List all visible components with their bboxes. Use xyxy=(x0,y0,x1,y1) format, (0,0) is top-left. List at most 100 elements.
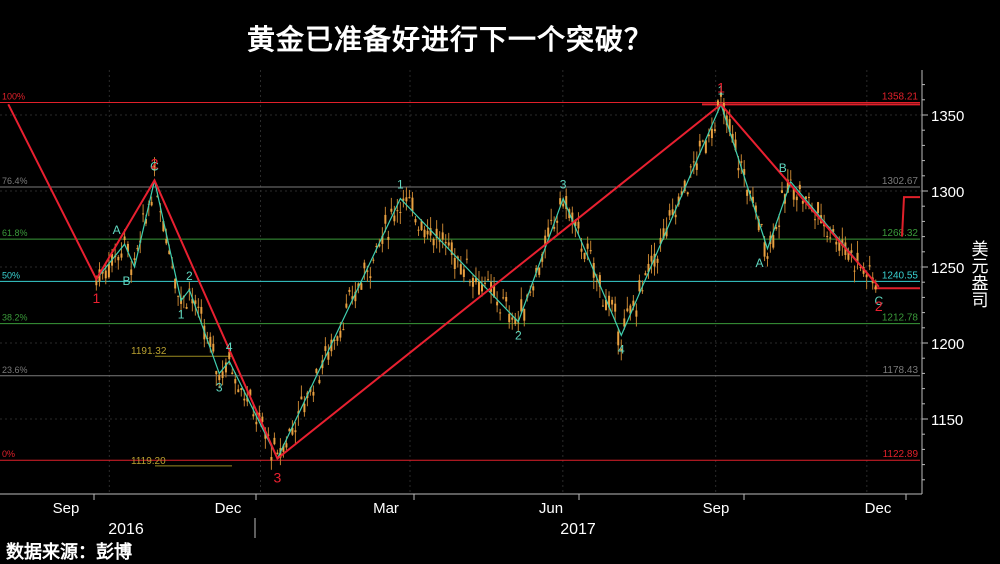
candle-body xyxy=(686,192,689,195)
candle-body xyxy=(117,256,120,261)
candle-body xyxy=(746,189,749,196)
cyan-wave-label: 1 xyxy=(178,307,185,321)
x-tick-label: Dec xyxy=(215,500,242,517)
candle-body xyxy=(517,322,520,324)
x-tick-label: Mar xyxy=(373,500,399,517)
candle-body xyxy=(713,129,716,131)
candle-body xyxy=(838,240,841,251)
candle-body xyxy=(710,128,713,139)
candle-body xyxy=(267,434,270,436)
candle-body xyxy=(692,161,695,163)
candle-body xyxy=(499,312,502,314)
fib-value-label: 1178.43 xyxy=(883,365,919,376)
candle-body xyxy=(701,140,704,142)
cyan-wave-label: 4 xyxy=(226,340,233,354)
candle-body xyxy=(282,445,285,452)
candle-body xyxy=(716,100,719,108)
candle-body xyxy=(291,427,294,435)
candle-body xyxy=(168,250,171,255)
x-tick-label: Dec xyxy=(865,500,892,517)
candle-body xyxy=(420,221,423,231)
cyan-wave-label: B xyxy=(779,161,787,175)
chart-title: 黄金已准备好进行下一个突破？ xyxy=(246,23,653,56)
candle-body xyxy=(659,237,662,244)
red-wave-line xyxy=(7,102,880,461)
candle-body xyxy=(728,119,731,132)
candle-body xyxy=(369,276,372,279)
cyan-wave-label: C xyxy=(874,294,883,308)
candle-body xyxy=(414,219,417,223)
candle-body xyxy=(363,262,366,269)
candle-body xyxy=(641,290,644,292)
candle-body xyxy=(757,219,760,231)
candle-body xyxy=(704,140,707,153)
cyan-wave-label: 3 xyxy=(560,178,567,192)
candle-body xyxy=(623,318,626,327)
candle-body xyxy=(496,301,499,306)
candle-body xyxy=(766,256,769,259)
red-wave-label: 2 xyxy=(875,298,883,314)
candle-body xyxy=(270,457,273,461)
cyan-wave-label: 2 xyxy=(515,329,522,343)
candle-body xyxy=(638,280,641,292)
candle-body xyxy=(324,346,327,351)
fib-value-label: 1268.32 xyxy=(882,228,919,239)
candle-body xyxy=(276,452,279,455)
data-source-note: 数据来源：彭博 xyxy=(6,542,132,563)
year-label: 2016 xyxy=(108,521,144,538)
candle-body xyxy=(429,228,432,236)
cyan-wave-label: A xyxy=(755,256,763,270)
candle-body xyxy=(285,443,288,448)
candle-body xyxy=(856,252,859,262)
candle-body xyxy=(529,291,532,293)
candle-body xyxy=(617,331,620,346)
candle-body xyxy=(185,306,188,309)
candle-body xyxy=(336,336,339,341)
candle-body xyxy=(339,330,342,338)
candle-body xyxy=(177,295,180,297)
candle-body xyxy=(547,227,550,237)
candle-body xyxy=(408,197,411,199)
cyan-wave-label: A xyxy=(113,223,121,237)
candle-body xyxy=(228,351,231,360)
cyan-wave-label: 4 xyxy=(618,342,625,356)
candle-body xyxy=(162,221,165,232)
candle-body xyxy=(604,299,607,311)
candle-body xyxy=(342,329,345,331)
red-wave-label: 1 xyxy=(92,290,100,306)
candle-body xyxy=(354,291,357,302)
candle-body xyxy=(778,225,781,227)
candle-body xyxy=(556,220,559,223)
candle-body xyxy=(159,211,162,213)
candle-body xyxy=(835,241,838,245)
candle-body xyxy=(360,283,363,290)
candle-body xyxy=(390,208,393,212)
candle-body xyxy=(366,270,369,272)
candle-body xyxy=(481,284,484,292)
candle-body xyxy=(465,258,468,260)
candle-body xyxy=(381,235,384,244)
candle-body xyxy=(754,205,757,213)
candle-body xyxy=(541,253,544,262)
candle-body xyxy=(459,264,462,275)
y-tick-label: 1300 xyxy=(931,184,964,201)
candle-body xyxy=(565,196,568,209)
candle-body xyxy=(719,91,722,97)
candle-body xyxy=(544,235,547,247)
candle-body xyxy=(829,237,832,239)
candle-body xyxy=(312,391,315,396)
candle-body xyxy=(444,241,447,244)
candle-body xyxy=(423,229,426,238)
candle-body xyxy=(300,396,303,400)
candle-body xyxy=(297,411,300,414)
y-axis-label: 美元盎司 xyxy=(969,240,989,308)
candle-body xyxy=(402,198,405,201)
y-tick-label: 1350 xyxy=(931,108,964,125)
x-tick-label: Sep xyxy=(703,500,730,517)
candle-body xyxy=(868,265,871,267)
candle-body xyxy=(508,313,511,323)
candle-body xyxy=(252,414,255,417)
cyan-wave-label: 1 xyxy=(718,83,725,97)
fib-pct-label: 23.6% xyxy=(2,365,28,375)
candle-body xyxy=(577,221,580,229)
